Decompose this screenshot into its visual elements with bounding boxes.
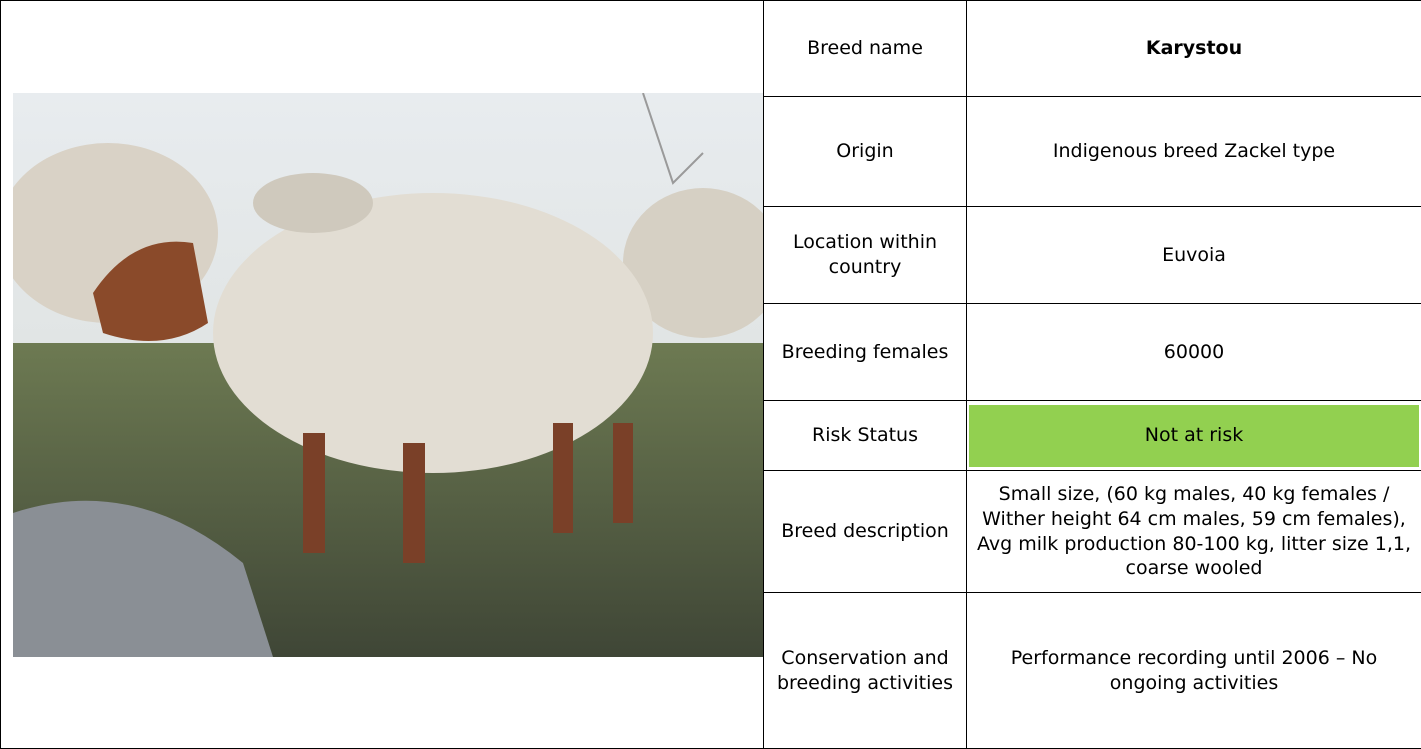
label-cell: Location within country — [764, 207, 967, 304]
sheep-photo — [13, 93, 763, 657]
value-cell: Karystou — [967, 1, 1421, 97]
label-cell: Origin — [764, 97, 967, 207]
label-cell: Conservation and breeding activities — [764, 593, 967, 749]
label-cell: Risk Status — [764, 401, 967, 471]
label-cell: Breeding females — [764, 304, 967, 401]
page: Breed name Karystou Origin Indigenous br… — [0, 0, 1421, 749]
value-cell: Indigenous breed Zackel type — [967, 97, 1421, 207]
risk-status: Not at risk — [969, 405, 1419, 467]
label-cell: Breed description — [764, 471, 967, 593]
value-cell: Performance recording until 2006 – No on… — [967, 593, 1421, 749]
breed-table: Breed name Karystou Origin Indigenous br… — [0, 0, 1421, 749]
value-cell: 60000 — [967, 304, 1421, 401]
value-cell: Small size, (60 kg males, 40 kg females … — [967, 471, 1421, 593]
value-cell: Euvoia — [967, 207, 1421, 304]
photo-cell — [1, 1, 764, 749]
label-cell: Breed name — [764, 1, 967, 97]
risk-cell: Not at risk — [967, 401, 1421, 471]
